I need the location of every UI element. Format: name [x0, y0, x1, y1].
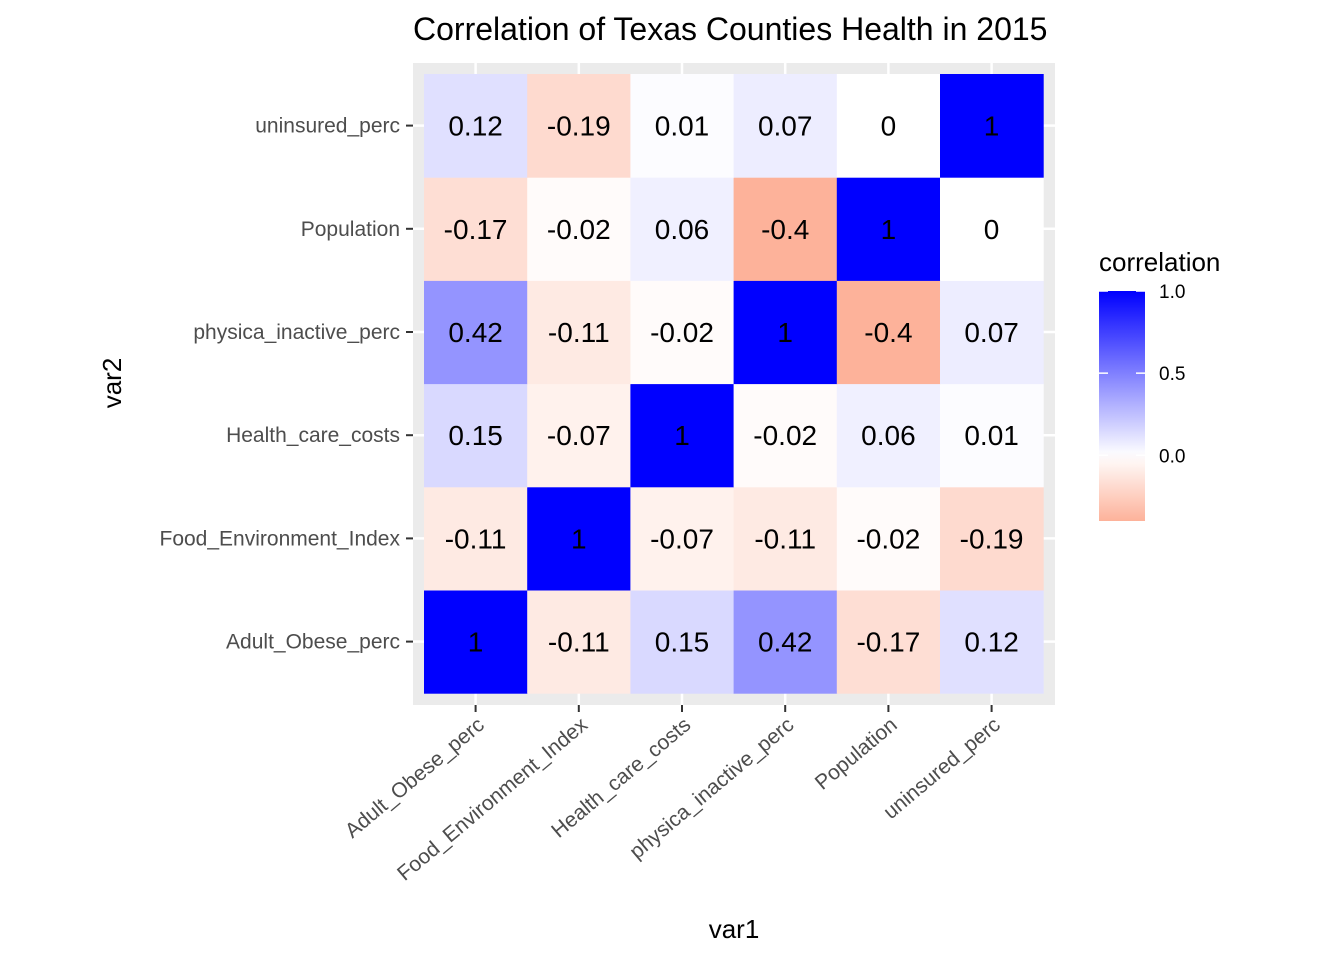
heatmap-cell	[424, 280, 528, 385]
cell-value-label: -0.17	[856, 627, 920, 658]
heatmap-cell	[733, 74, 838, 178]
y-tick-label: physica_inactive_perc	[193, 321, 400, 344]
legend-tick-label: 0.0	[1159, 446, 1185, 467]
cell-value-label: -0.4	[761, 214, 809, 245]
legend-tick-label: 1.0	[1159, 282, 1185, 303]
heatmap-cell	[630, 74, 735, 178]
cell-value-label: -0.4	[864, 317, 912, 348]
cell-value-label: 0.07	[964, 317, 1019, 348]
x-tick-label: Population	[811, 713, 902, 794]
cell-value-label: 1	[674, 420, 690, 451]
heatmap-cell	[630, 590, 735, 694]
heatmap-cell	[733, 486, 838, 591]
legend: correlation 1.0 0.5 0.0	[1099, 247, 1220, 521]
cell-value-label: -0.19	[960, 523, 1024, 554]
heatmap-cell	[630, 280, 735, 385]
heatmap-cell	[836, 74, 941, 178]
cell-value-label: 1	[468, 627, 484, 658]
cell-value-label: -0.02	[650, 317, 714, 348]
y-axis-title: var2	[97, 358, 127, 409]
heatmap-cell	[836, 177, 941, 281]
legend-colorbar	[1099, 291, 1145, 521]
heatmap-cell	[630, 486, 735, 591]
heatmap-cell	[630, 177, 735, 281]
heatmap-cell	[940, 383, 1044, 488]
cell-value-label: -0.11	[445, 523, 507, 554]
y-tick-label: Population	[301, 218, 400, 241]
heatmap-cell	[836, 383, 941, 488]
cell-value-label: 0.01	[655, 111, 710, 142]
cell-value-label: -0.07	[547, 420, 611, 451]
heatmap-cell	[733, 590, 838, 694]
cell-value-label: -0.11	[548, 627, 610, 658]
cell-labels: 1 -0.11 0.15 0.42 -0.17 0.12 -0.11 1 -0.07 -0.11 -…	[444, 111, 1024, 658]
heatmap-cell	[424, 486, 528, 591]
heatmap-cell	[527, 590, 631, 694]
cell-value-label: 1	[984, 111, 1000, 142]
cell-value-label: -0.19	[547, 111, 611, 142]
x-tick-label: Food_Environment_Index	[393, 713, 592, 886]
legend-ticks: 1.0 0.5 0.0	[1099, 282, 1185, 467]
cell-value-label: 0.15	[448, 420, 503, 451]
y-tick-label: Health_care_costs	[226, 424, 400, 447]
heatmap-cell	[527, 280, 631, 385]
heatmap-cell	[424, 177, 528, 281]
cell-value-label: 0.07	[758, 111, 813, 142]
heatmap-cell	[733, 177, 838, 281]
heatmap-cell	[527, 383, 631, 488]
legend-tick-label: 0.5	[1159, 364, 1185, 385]
heatmap-cell	[424, 383, 528, 488]
heatmap-cell	[527, 74, 631, 178]
heatmap-cell	[940, 177, 1044, 281]
heatmap-cell	[424, 590, 528, 694]
heatmap-cell	[733, 383, 838, 488]
heatmap-cell	[733, 280, 838, 385]
cell-value-label: 0.01	[964, 420, 1019, 451]
heatmap-cell	[836, 280, 941, 385]
cell-value-label: 0.12	[964, 627, 1019, 658]
cell-value-label: -0.17	[444, 214, 508, 245]
heatmap-cell	[940, 280, 1044, 385]
cell-value-label: 0.12	[448, 111, 503, 142]
y-tick-label: Food_Environment_Index	[160, 527, 401, 550]
cell-value-label: -0.07	[650, 523, 714, 554]
heatmap-cell	[630, 383, 735, 488]
cell-value-label: 1	[881, 214, 897, 245]
heatmap-cell	[424, 74, 528, 178]
cell-value-label: 0.42	[448, 317, 503, 348]
y-tick-label: Adult_Obese_perc	[226, 631, 400, 654]
cell-value-label: 0.06	[655, 214, 710, 245]
heatmap-cell	[836, 590, 941, 694]
heatmap-cells	[424, 74, 1044, 694]
heatmap-cell	[836, 486, 941, 591]
cell-value-label: 1	[571, 523, 587, 554]
y-axis-ticks: Adult_Obese_perc Food_Environment_Index He…	[160, 115, 413, 654]
cell-value-label: 0.42	[758, 627, 813, 658]
heatmap-cell	[527, 177, 631, 281]
cell-value-label: 0	[881, 111, 897, 142]
cell-value-label: -0.02	[753, 420, 817, 451]
y-tick-label: uninsured_perc	[255, 115, 400, 138]
cell-value-label: -0.02	[856, 523, 920, 554]
cell-value-label: 0	[984, 214, 1000, 245]
chart-title: Correlation of Texas Counties Health in …	[413, 11, 1047, 47]
cell-value-label: -0.02	[547, 214, 611, 245]
x-axis-title: var1	[709, 914, 760, 944]
heatmap-cell	[940, 486, 1044, 591]
legend-title: correlation	[1099, 247, 1220, 277]
heatmap-cell	[527, 486, 631, 591]
x-axis-ticks: Adult_Obese_percFood_Environment_IndexHe…	[341, 705, 1005, 885]
x-tick-label: physica_inactive_perc	[625, 713, 798, 863]
cell-value-label: 1	[777, 317, 793, 348]
cell-value-label: -0.11	[754, 523, 816, 554]
cell-value-label: 0.06	[861, 420, 916, 451]
heatmap-cell	[940, 74, 1044, 178]
cell-value-label: 0.15	[655, 627, 710, 658]
heatmap-cell	[940, 590, 1044, 694]
cell-value-label: -0.11	[548, 317, 610, 348]
